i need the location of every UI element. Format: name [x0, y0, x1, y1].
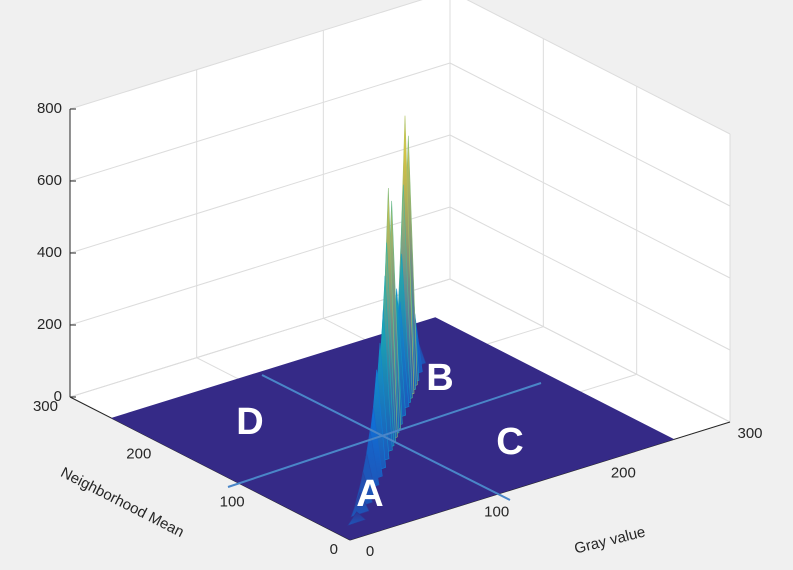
- grid-line: [449, 134, 731, 279]
- y-tick-label: 200: [126, 446, 151, 463]
- grid-line: [69, 62, 451, 182]
- grid-line: [449, 278, 731, 423]
- grid-line: [69, 0, 423, 110]
- z-tick-label: 200: [37, 316, 62, 333]
- x-tick-label: 100: [484, 504, 509, 521]
- grid-line: [449, 62, 731, 207]
- y-tick-label: 100: [220, 493, 245, 510]
- x-tick-label: 0: [366, 543, 374, 560]
- region-label: D: [236, 401, 263, 443]
- surface: [111, 115, 675, 540]
- region-label: A: [356, 473, 383, 515]
- x-tick-label: 200: [611, 464, 636, 481]
- x-tick-label: 300: [737, 425, 762, 442]
- y-tick-label: 0: [330, 541, 338, 558]
- back-right-wall: [450, 0, 730, 422]
- z-tick-label: 600: [37, 172, 62, 189]
- divider-line: [227, 382, 542, 488]
- z-tick-label: 0: [54, 388, 62, 405]
- surface-spike: [350, 491, 370, 518]
- x-axis-label: Gray value: [573, 523, 648, 557]
- divider-line: [261, 374, 511, 501]
- grid-line: [449, 206, 731, 351]
- surface-spike: [346, 511, 367, 527]
- region-label: B: [426, 357, 453, 399]
- grid-line: [69, 206, 451, 326]
- region-label: C: [496, 421, 523, 463]
- y-tick-label: 300: [33, 398, 58, 415]
- grid-line: [466, 0, 731, 135]
- y-axis-label: Neighborhood Mean: [58, 464, 187, 541]
- z-tick-label: 400: [37, 244, 62, 261]
- z-tick-label: 800: [37, 100, 62, 117]
- back-left-wall: [70, 0, 450, 397]
- grid-line: [69, 134, 451, 254]
